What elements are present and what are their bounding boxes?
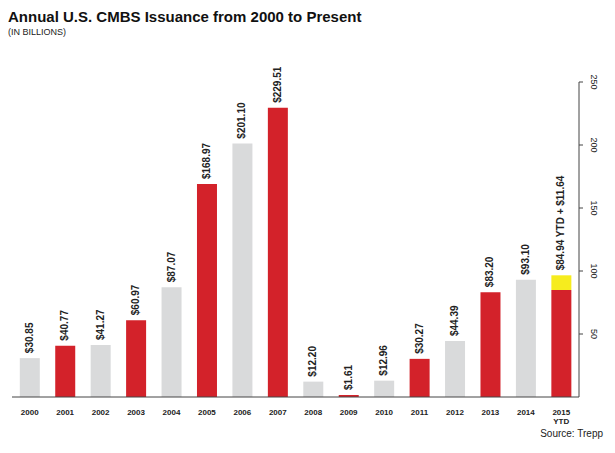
svg-text:$93.10: $93.10: [520, 244, 531, 275]
svg-text:2007: 2007: [269, 408, 287, 417]
svg-text:250: 250: [589, 74, 599, 89]
svg-text:$201.10: $201.10: [236, 102, 247, 139]
svg-text:2010: 2010: [375, 408, 393, 417]
svg-text:$12.20: $12.20: [307, 346, 318, 377]
svg-text:50: 50: [589, 329, 599, 339]
svg-text:$87.07: $87.07: [166, 251, 177, 282]
svg-text:150: 150: [589, 200, 599, 215]
svg-text:2009: 2009: [340, 408, 358, 417]
svg-text:$229.51: $229.51: [272, 66, 283, 103]
svg-text:2006: 2006: [233, 408, 251, 417]
svg-text:2000: 2000: [21, 408, 39, 417]
html-text:(IN BILLIONS): (IN BILLIONS): [8, 27, 66, 37]
svg-text:$1.61: $1.61: [343, 365, 354, 390]
svg-text:2014: 2014: [517, 408, 535, 417]
svg-text:100: 100: [589, 263, 599, 278]
html-text:Source: Trepp: Source: Trepp: [540, 428, 603, 439]
svg-text:$84.94 YTD + $11.64: $84.94 YTD + $11.64: [555, 175, 566, 270]
svg-text:$41.27: $41.27: [95, 309, 106, 340]
svg-text:2013: 2013: [482, 408, 500, 417]
svg-text:$40.77: $40.77: [59, 310, 70, 341]
svg-text:2011: 2011: [411, 408, 429, 417]
svg-text:$30.27: $30.27: [414, 323, 425, 354]
svg-text:2015YTD: 2015YTD: [552, 408, 570, 426]
html-text:Annual U.S. CMBS Issuance from: Annual U.S. CMBS Issuance from 2000 to P…: [8, 8, 362, 25]
svg-text:$30.85: $30.85: [24, 322, 35, 353]
svg-text:2012: 2012: [446, 408, 464, 417]
svg-text:2003: 2003: [127, 408, 145, 417]
svg-text:$168.97: $168.97: [201, 143, 212, 180]
svg-text:$44.39: $44.39: [449, 305, 460, 336]
svg-text:$60.97: $60.97: [130, 284, 141, 315]
svg-text:200: 200: [589, 137, 599, 152]
svg-text:$12.96: $12.96: [378, 345, 389, 376]
svg-text:2001: 2001: [56, 408, 74, 417]
svg-text:2002: 2002: [92, 408, 110, 417]
svg-text:2008: 2008: [304, 408, 322, 417]
svg-text:2005: 2005: [198, 408, 216, 417]
svg-text:$83.20: $83.20: [484, 256, 495, 287]
svg-text:2004: 2004: [163, 408, 181, 417]
